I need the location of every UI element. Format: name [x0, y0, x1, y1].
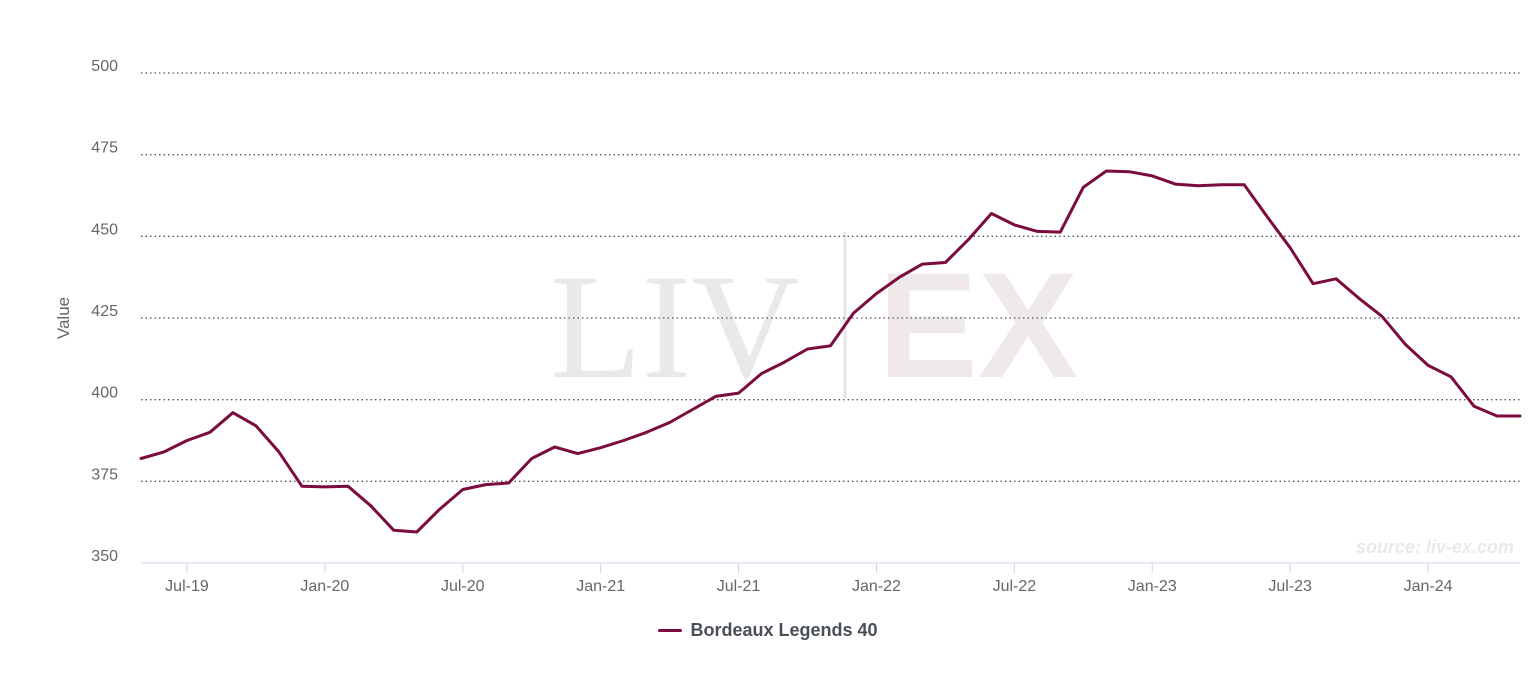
data-point[interactable] [1285, 243, 1295, 253]
data-point[interactable] [1492, 411, 1502, 421]
data-point[interactable] [481, 480, 491, 490]
data-point[interactable] [343, 481, 353, 491]
data-point[interactable] [159, 447, 169, 457]
data-point[interactable] [1262, 212, 1272, 222]
data-point[interactable] [1147, 171, 1157, 181]
x-tick-label: Jul-19 [165, 578, 209, 595]
data-point[interactable] [872, 289, 882, 299]
data-point[interactable] [1101, 166, 1111, 176]
y-tick-label: 400 [91, 385, 118, 402]
watermark-text-left: LIV [550, 244, 800, 410]
data-point[interactable] [1446, 372, 1456, 382]
data-point[interactable] [711, 391, 721, 401]
data-point[interactable] [1400, 339, 1410, 349]
data-point[interactable] [1124, 167, 1134, 177]
data-point[interactable] [665, 418, 675, 428]
data-point[interactable] [435, 504, 445, 514]
x-tick-label: Jan-22 [852, 578, 901, 595]
data-point[interactable] [1469, 401, 1479, 411]
x-tick-label: Jul-21 [717, 578, 761, 595]
data-point[interactable] [205, 427, 215, 437]
data-point[interactable] [366, 501, 376, 511]
data-point[interactable] [251, 421, 261, 431]
data-point[interactable] [1193, 181, 1203, 191]
x-tick-label: Jul-22 [993, 578, 1037, 595]
data-point[interactable] [504, 478, 514, 488]
data-point[interactable] [274, 447, 284, 457]
data-point[interactable] [757, 369, 767, 379]
y-axis-title: Value [54, 297, 73, 339]
data-point[interactable] [986, 209, 996, 219]
x-axis-ticks: Jul-19 Jan-20 Jul-20 Jan-21 Jul-21 Jan-22 Jul-… [165, 563, 1453, 595]
data-point[interactable] [136, 454, 146, 464]
data-point[interactable] [940, 258, 950, 268]
data-point[interactable] [228, 408, 238, 418]
data-point[interactable] [1515, 411, 1525, 421]
x-tick-label: Jan-21 [576, 578, 625, 595]
data-point[interactable] [182, 436, 192, 446]
data-point[interactable] [550, 442, 560, 452]
data-point[interactable] [389, 525, 399, 535]
data-point[interactable] [1377, 311, 1387, 321]
gridlines [141, 72, 1520, 482]
data-point[interactable] [688, 405, 698, 415]
data-point[interactable] [849, 308, 859, 318]
legend-label[interactable]: Bordeaux Legends 40 [690, 620, 878, 640]
legend-swatch [658, 629, 683, 632]
data-point[interactable] [1216, 180, 1226, 190]
y-tick-label: 375 [91, 466, 118, 483]
data-point[interactable] [1009, 220, 1019, 230]
data-point[interactable] [412, 527, 422, 537]
x-tick-label: Jan-20 [300, 578, 349, 595]
data-point[interactable] [619, 436, 629, 446]
data-point[interactable] [803, 344, 813, 354]
x-tick-label: Jul-20 [441, 578, 485, 595]
data-point[interactable] [1055, 227, 1065, 237]
data-point[interactable] [596, 443, 606, 453]
y-tick-label: 450 [91, 221, 118, 238]
data-point[interactable] [826, 341, 836, 351]
data-point[interactable] [297, 481, 307, 491]
data-point[interactable] [458, 485, 468, 495]
y-tick-label: 475 [91, 140, 118, 157]
data-point[interactable] [1423, 360, 1433, 370]
data-point[interactable] [1239, 180, 1249, 190]
data-point[interactable] [1032, 226, 1042, 236]
data-point[interactable] [1170, 179, 1180, 189]
data-point[interactable] [780, 357, 790, 367]
data-point[interactable] [1078, 182, 1088, 192]
data-point[interactable] [573, 449, 583, 459]
data-point[interactable] [734, 388, 744, 398]
x-tick-label: Jan-23 [1128, 578, 1177, 595]
data-point[interactable] [527, 454, 537, 464]
x-tick-label: Jan-24 [1404, 578, 1453, 595]
data-point[interactable] [917, 259, 927, 269]
data-point[interactable] [963, 235, 973, 245]
data-point[interactable] [320, 482, 330, 492]
x-tick-label: Jul-23 [1268, 578, 1312, 595]
y-tick-label: 425 [91, 303, 118, 320]
data-point[interactable] [1354, 293, 1364, 303]
livex-watermark-logo: LIV EX [550, 232, 1078, 410]
series-layer [136, 166, 1525, 537]
y-axis-tick-labels: 350 375 400 425 450 475 500 [91, 58, 118, 565]
data-point[interactable] [642, 427, 652, 437]
data-point[interactable] [895, 272, 905, 282]
y-tick-label: 350 [91, 548, 118, 565]
watermark-text-right: EX [878, 241, 1078, 409]
legend: Bordeaux Legends 40 [0, 620, 1536, 641]
data-point[interactable] [1308, 279, 1318, 289]
source-credit: source: liv-ex.com [1356, 537, 1514, 557]
data-point[interactable] [1331, 274, 1341, 284]
series-line[interactable] [139, 169, 1522, 534]
y-tick-label: 500 [91, 58, 118, 75]
